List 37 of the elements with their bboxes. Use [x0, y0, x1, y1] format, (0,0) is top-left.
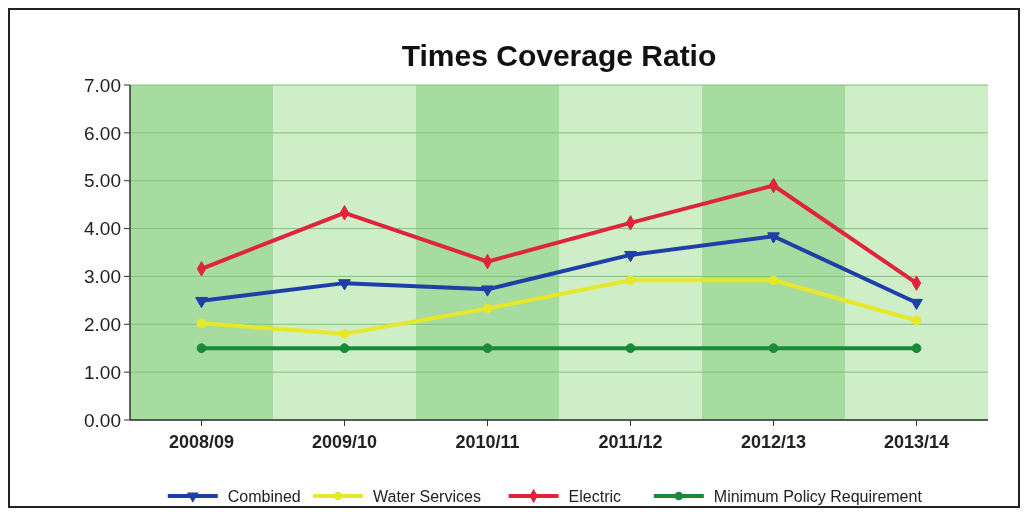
point [339, 343, 350, 354]
point [339, 329, 350, 339]
point [911, 315, 922, 326]
x-tick-label: 2013/14 [883, 432, 950, 452]
point [768, 275, 779, 286]
point [482, 343, 493, 354]
point [482, 303, 493, 314]
y-tick-label: 1.00 [84, 361, 121, 383]
x-tick-label: 2012/13 [740, 432, 807, 452]
point [624, 250, 637, 263]
x-tick-label: 2011/12 [598, 432, 663, 452]
point [625, 275, 636, 286]
point [338, 279, 351, 291]
point [767, 232, 780, 244]
point [195, 296, 208, 309]
x-tick-label: 2010/11 [455, 432, 520, 452]
point [625, 343, 636, 354]
point [481, 285, 494, 297]
point [196, 343, 207, 354]
legend-label: Water Services [373, 487, 481, 505]
y-tick-label: 0.00 [84, 409, 121, 431]
legend-label: Minimum Policy Requirement [713, 487, 923, 505]
point [768, 343, 779, 354]
point [911, 343, 922, 354]
legend-label: Electric [568, 487, 622, 505]
y-tick-label: 4.00 [84, 218, 121, 240]
chart-title: Times Coverage Ratio [401, 39, 717, 72]
point [196, 318, 207, 329]
x-tick-label: 2009/10 [311, 432, 378, 452]
x-tick-label: 2008/09 [168, 432, 235, 452]
y-tick-label: 5.00 [84, 170, 121, 192]
legend-label: Combined [227, 487, 301, 505]
y-tick-label: 7.00 [84, 74, 121, 96]
y-tick-label: 3.00 [84, 266, 121, 288]
point [910, 298, 923, 311]
y-tick-label: 2.00 [84, 313, 121, 335]
y-tick-label: 6.00 [84, 122, 121, 144]
